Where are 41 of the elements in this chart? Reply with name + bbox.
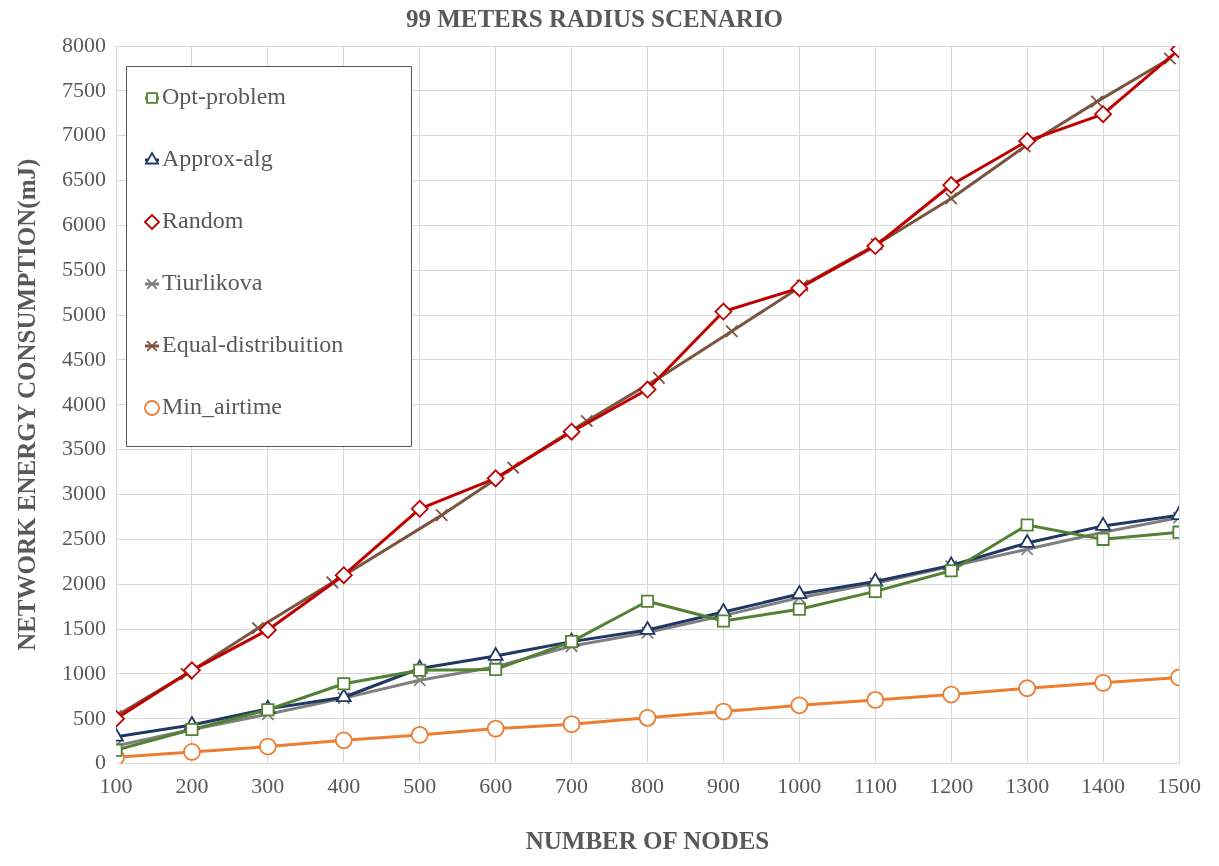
legend-label: Tiurlikova bbox=[162, 269, 263, 296]
legend-label: Opt-problem bbox=[162, 83, 287, 110]
legend-label: Approx-alg bbox=[162, 145, 273, 172]
y-tick-label: 2500 bbox=[62, 525, 106, 551]
y-tick-label: 1000 bbox=[62, 659, 106, 685]
y-tick-label: 5500 bbox=[62, 256, 106, 282]
x-tick-label: 1000 bbox=[777, 772, 822, 798]
x-tick-label: 900 bbox=[706, 772, 740, 798]
y-tick-label: 3000 bbox=[62, 480, 106, 506]
x-tick-label: 500 bbox=[403, 772, 437, 798]
y-tick-label: 7000 bbox=[62, 121, 106, 147]
x-tick-label: 700 bbox=[555, 772, 589, 798]
y-tick-label: 8000 bbox=[62, 31, 106, 57]
x-tick-label: 600 bbox=[479, 772, 513, 798]
y-axis-title: NETWORK ENERGY CONSUMPTION(mJ) bbox=[13, 158, 42, 651]
x-tick-label: 1300 bbox=[1005, 772, 1050, 798]
y-tick-label: 4000 bbox=[62, 390, 106, 416]
y-tick-label: 4500 bbox=[62, 345, 106, 371]
x-tick-label: 1500 bbox=[1157, 772, 1201, 798]
x-tick-label: 300 bbox=[251, 772, 285, 798]
x-tick-label: 100 bbox=[99, 772, 133, 798]
y-tick-label: 5000 bbox=[62, 300, 106, 326]
y-tick-label: 1500 bbox=[62, 614, 106, 640]
chart-title: 99 METERS RADIUS SCENARIO bbox=[405, 5, 784, 33]
y-tick-label: 7500 bbox=[62, 76, 106, 102]
y-tick-label: 2000 bbox=[62, 569, 106, 595]
legend-label: Random bbox=[162, 207, 244, 234]
y-tick-label: 500 bbox=[73, 704, 106, 730]
x-tick-label: 200 bbox=[175, 772, 209, 798]
y-tick-label: 3500 bbox=[62, 435, 106, 461]
y-tick-label: 6500 bbox=[62, 166, 106, 192]
legend-label: Equal-distribuition bbox=[162, 331, 344, 358]
x-tick-label: 800 bbox=[631, 772, 664, 798]
y-tick-label: 0 bbox=[95, 749, 106, 775]
y-tick-label: 6000 bbox=[62, 211, 106, 237]
x-axis-title: NUMBER OF NODES bbox=[525, 827, 770, 855]
x-tick-label: 1200 bbox=[929, 772, 974, 798]
x-tick-label: 1100 bbox=[853, 772, 897, 798]
x-tick-label: 400 bbox=[327, 772, 361, 798]
legend-label: Min_airtime bbox=[162, 393, 282, 420]
x-tick-label: 1400 bbox=[1081, 772, 1126, 798]
